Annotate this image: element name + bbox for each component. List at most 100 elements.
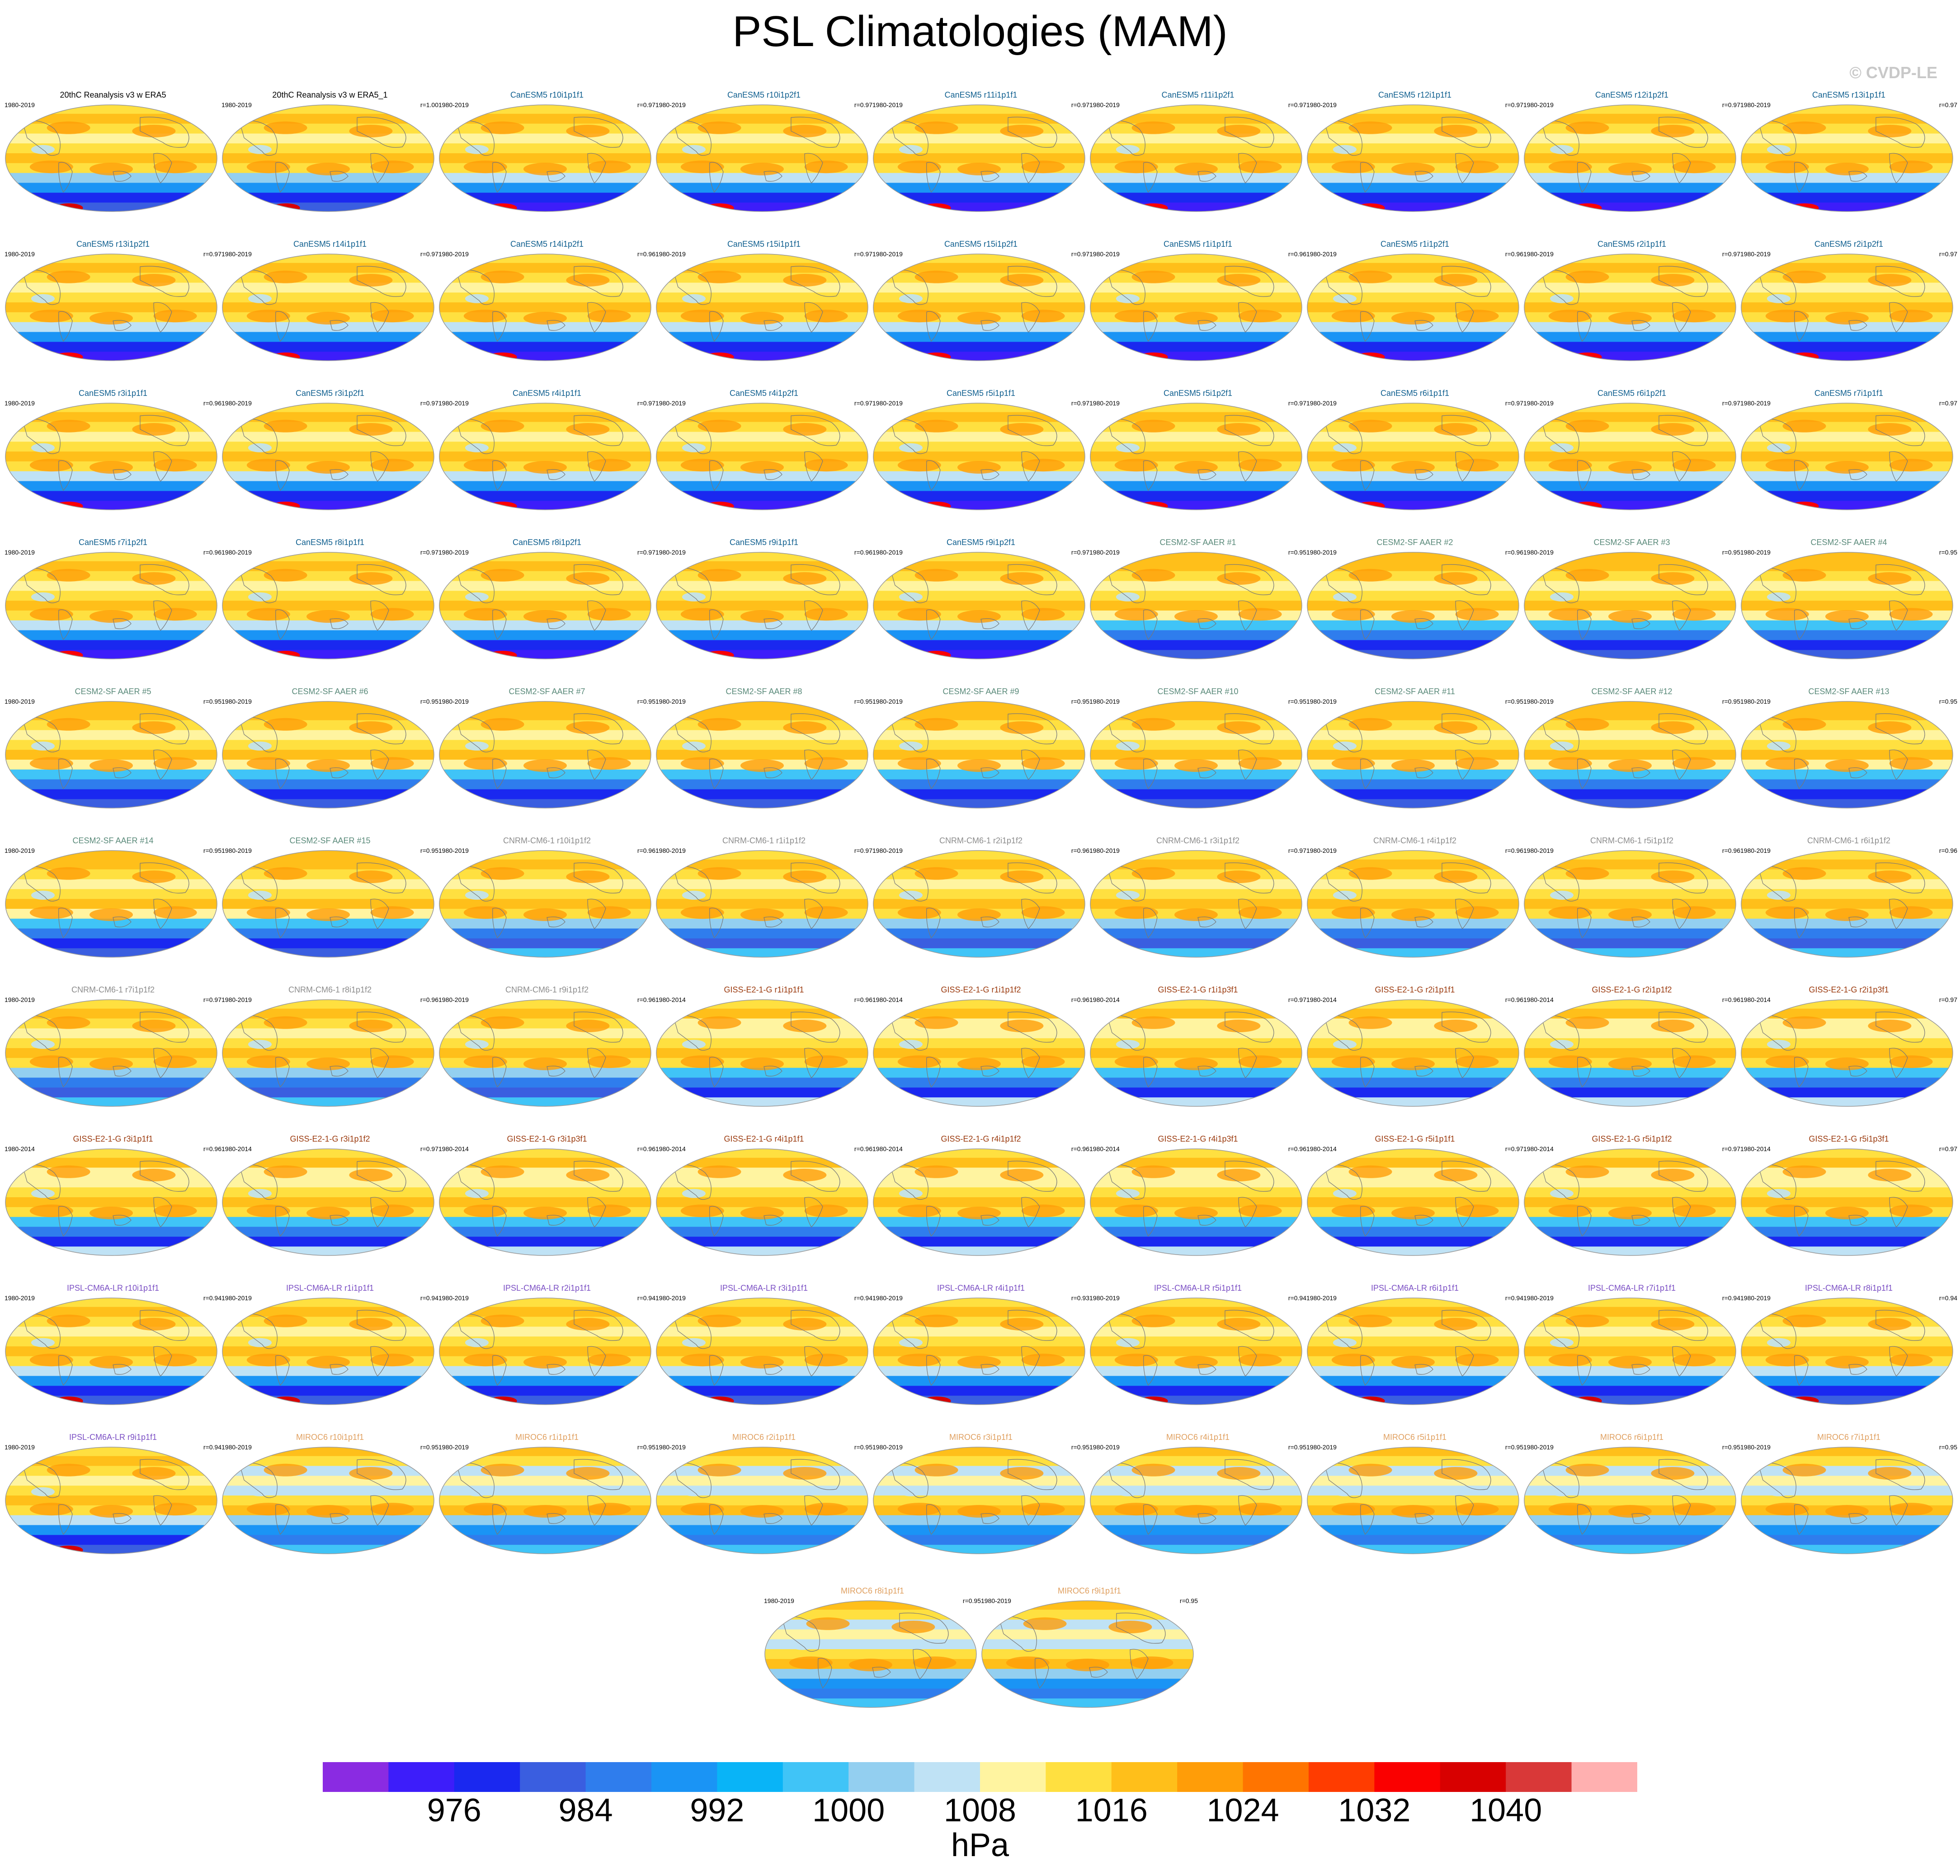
map-panel: CESM2-SF AAER #13 1980-2019 r=0.95	[1740, 687, 1957, 836]
panel-title: GISS-E2-1-G r4i1p3f1	[1158, 1134, 1238, 1143]
panel-years: 1980-2019	[5, 101, 35, 108]
panel-title: CESM2-SF AAER #15	[289, 836, 371, 845]
panel-correlation: r=0.96	[1722, 847, 1740, 854]
panel-title: CNRM-CM6-1 r3i1p1f2	[1156, 836, 1240, 845]
map-panel: CanESM5 r7i1p1f1 1980-2019 r=0.97	[1740, 389, 1957, 538]
panel-years: 1980-2019	[1740, 400, 1771, 407]
panel-years: 1980-2019	[5, 549, 35, 556]
panel-title: CanESM5 r14i1p2f1	[510, 240, 584, 249]
psl-map	[1090, 104, 1302, 212]
map-panel: IPSL-CM6A-LR r3i1p1f1 1980-2019 r=0.94	[655, 1284, 872, 1433]
panel-years: 1980-2019	[438, 250, 469, 258]
panel-years: 1980-2019	[872, 698, 903, 705]
psl-map	[1307, 254, 1519, 361]
psl-map	[1090, 1148, 1302, 1256]
panel-years: 1980-2019	[438, 400, 469, 407]
map-panel: CanESM5 r12i1p1f1 1980-2019 r=0.97	[1306, 90, 1523, 240]
psl-map	[1307, 403, 1519, 510]
psl-map	[1741, 1148, 1953, 1256]
colorbar-swatch	[1111, 1762, 1178, 1792]
panel-title: GISS-E2-1-G r2i1p1f1	[1375, 985, 1455, 994]
psl-map	[5, 850, 217, 958]
psl-map	[5, 403, 217, 510]
panel-years: 1980-2019	[1306, 1443, 1337, 1451]
panel-title: IPSL-CM6A-LR r2i1p1f1	[503, 1284, 591, 1293]
psl-map	[1741, 1298, 1953, 1405]
psl-map	[656, 701, 868, 809]
panel-correlation: r=0.95	[1288, 1443, 1306, 1451]
panel-correlation: r=0.96	[1505, 847, 1523, 854]
panel-title: CESM2-SF AAER #10	[1157, 687, 1239, 696]
panel-correlation: r=0.97	[1505, 101, 1523, 108]
panel-title: CNRM-CM6-1 r2i1p1f2	[939, 836, 1023, 845]
panel-correlation: r=0.96	[203, 1145, 221, 1152]
map-panel: CanESM5 r8i1p2f1 1980-2019 r=0.97	[438, 538, 655, 687]
panel-years: 1980-2019	[1523, 847, 1554, 854]
panel-title: IPSL-CM6A-LR r8i1p1f1	[1805, 1284, 1893, 1293]
panel-title: CanESM5 r3i1p2f1	[295, 389, 365, 398]
panel-years: 1980-2019	[1740, 1294, 1771, 1302]
panel-years: 1980-2019	[1740, 847, 1771, 854]
panel-title: CESM2-SF AAER #5	[75, 687, 151, 696]
panel-correlation: r=0.96	[1505, 549, 1523, 556]
panel-correlation: r=0.97	[1939, 250, 1957, 258]
panel-years: 1980-2019	[655, 101, 686, 108]
map-panel: CNRM-CM6-1 r3i1p1f2 1980-2019 r=0.97	[1089, 836, 1306, 985]
panel-years: 1980-2019	[5, 1443, 35, 1451]
panel-title: CanESM5 r4i1p1f1	[512, 389, 582, 398]
panel-years: 1980-2019	[221, 1443, 252, 1451]
panel-years: 1980-2019	[655, 698, 686, 705]
panel-years: 1980-2019	[981, 1597, 1011, 1604]
panel-years: 1980-2019	[764, 1597, 794, 1604]
panel-title: CanESM5 r14i1p1f1	[293, 240, 367, 249]
map-panel: GISS-E2-1-G r3i1p1f1 1980-2014 r=0.96	[5, 1134, 221, 1284]
panel-years: 1980-2019	[1740, 250, 1771, 258]
colorbar-tick-label: 976	[427, 1792, 481, 1829]
panel-correlation: r=0.93	[1071, 1294, 1089, 1302]
map-panel: GISS-E2-1-G r2i1p1f2 1980-2014 r=0.96	[1523, 985, 1740, 1134]
map-panel: CNRM-CM6-1 r7i1p1f2 1980-2019 r=0.97	[5, 985, 221, 1134]
psl-map	[439, 104, 651, 212]
colorbar-swatch	[323, 1762, 389, 1792]
colorbar-tick-label: 992	[690, 1792, 744, 1829]
panel-correlation: r=0.97	[854, 847, 872, 854]
panel-title: GISS-E2-1-G r5i1p1f2	[1592, 1134, 1672, 1143]
panel-years: 1980-2019	[438, 1443, 469, 1451]
panel-correlation: r=0.95	[203, 698, 221, 705]
panel-years: 1980-2019	[1523, 1443, 1554, 1451]
psl-map	[439, 254, 651, 361]
psl-map	[439, 1447, 651, 1554]
credit-text: © CVDP-LE	[1849, 63, 1937, 82]
panel-years: 1980-2019	[438, 847, 469, 854]
map-panel: CESM2-SF AAER #11 1980-2019 r=0.95	[1306, 687, 1523, 836]
map-panel: CanESM5 r12i1p2f1 1980-2019 r=0.97	[1523, 90, 1740, 240]
map-panel: CanESM5 r14i1p1f1 1980-2019 r=0.97	[221, 240, 438, 389]
panel-title: IPSL-CM6A-LR r7i1p1f1	[1588, 1284, 1676, 1293]
panel-years: 1980-2019	[655, 1443, 686, 1451]
panel-title: GISS-E2-1-G r2i1p3f1	[1809, 985, 1889, 994]
panel-title: CanESM5 r1i1p1f1	[1163, 240, 1233, 249]
panel-correlation: r=0.95	[203, 847, 221, 854]
panel-correlation: r=0.96	[637, 250, 655, 258]
panel-title: CESM2-SF AAER #1	[1159, 538, 1236, 547]
panel-title: MIROC6 r4i1p1f1	[1166, 1433, 1230, 1442]
psl-map	[873, 104, 1085, 212]
psl-map	[222, 552, 434, 659]
panel-years: 1980-2014	[221, 1145, 252, 1152]
panel-years: 1980-2019	[221, 549, 252, 556]
map-panel: IPSL-CM6A-LR r2i1p1f1 1980-2019 r=0.94	[438, 1284, 655, 1433]
map-panel: CanESM5 r5i1p2f1 1980-2019 r=0.97	[1089, 389, 1306, 538]
panel-correlation: r=0.97	[420, 1145, 438, 1152]
psl-map	[656, 1148, 868, 1256]
colorbar-tick-label: 1008	[943, 1792, 1017, 1829]
panel-years: 1980-2019	[872, 400, 903, 407]
map-panel: CanESM5 r4i1p2f1 1980-2019 r=0.97	[655, 389, 872, 538]
panel-years: 1980-2019	[1089, 549, 1120, 556]
panel-title: CNRM-CM6-1 r4i1p1f2	[1373, 836, 1457, 845]
map-panel: IPSL-CM6A-LR r8i1p1f1 1980-2019 r=0.94	[1740, 1284, 1957, 1433]
panel-correlation: r=0.94	[420, 1294, 438, 1302]
panel-correlation: r=1.00	[420, 101, 438, 108]
panel-years: 1980-2019	[438, 549, 469, 556]
panel-title: CNRM-CM6-1 r7i1p1f2	[71, 985, 155, 994]
panel-correlation: r=0.96	[1505, 250, 1523, 258]
